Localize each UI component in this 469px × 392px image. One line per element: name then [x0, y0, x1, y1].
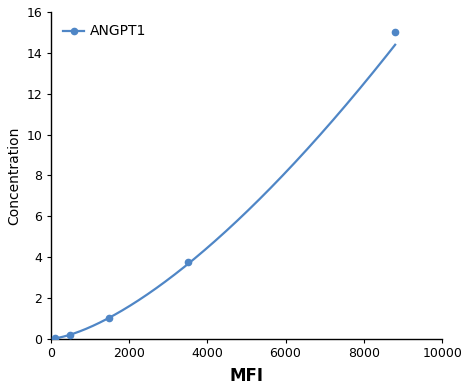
Y-axis label: Concentration: Concentration: [7, 126, 21, 225]
ANGPT1: [52, 336, 57, 341]
ANGPT1: [106, 316, 112, 321]
Line: ANGPT1: ANGPT1: [52, 29, 398, 341]
ANGPT1: [68, 333, 73, 338]
ANGPT1: [393, 30, 398, 35]
Legend: ANGPT1: ANGPT1: [58, 19, 151, 44]
X-axis label: MFI: MFI: [229, 367, 264, 385]
ANGPT1: [185, 260, 190, 265]
